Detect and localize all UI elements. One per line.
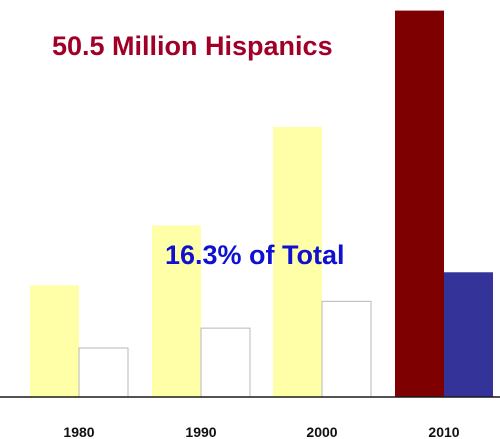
x-tick-labels: 1980 1990 2000 2010: [63, 424, 459, 439]
bar-2010-series-1: [395, 10, 444, 397]
x-tick-2010: 2010: [428, 424, 459, 439]
x-tick-1980: 1980: [63, 424, 94, 439]
bar-group: [30, 10, 493, 398]
bar-1990-series-2: [200, 327, 251, 398]
bar-1990-series-1: [152, 225, 201, 397]
bar-2000-series-2: [321, 300, 372, 398]
x-tick-2000: 2000: [306, 424, 337, 439]
bar-2010-series-2: [444, 272, 493, 397]
callout-share-of-total: 16.3% of Total: [165, 240, 345, 270]
callout-population: 50.5 Million Hispanics: [52, 31, 333, 61]
bar-2000-series-1: [273, 126, 322, 398]
bar-1980-series-2: [78, 347, 129, 398]
bar-1980-series-1: [30, 285, 79, 397]
x-tick-1990: 1990: [185, 424, 216, 439]
